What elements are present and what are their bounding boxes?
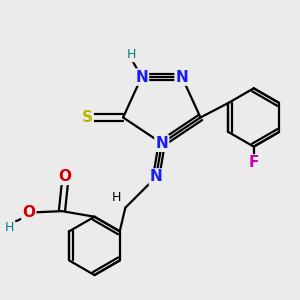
Text: N: N xyxy=(155,136,168,151)
Text: N: N xyxy=(176,70,188,85)
Text: H: H xyxy=(112,191,122,204)
Text: N: N xyxy=(150,169,163,184)
Text: S: S xyxy=(82,110,93,125)
Text: O: O xyxy=(22,205,35,220)
Text: H: H xyxy=(127,48,136,61)
Text: O: O xyxy=(58,169,71,184)
Text: F: F xyxy=(249,155,259,170)
Text: N: N xyxy=(135,70,148,85)
Text: H: H xyxy=(5,221,14,235)
